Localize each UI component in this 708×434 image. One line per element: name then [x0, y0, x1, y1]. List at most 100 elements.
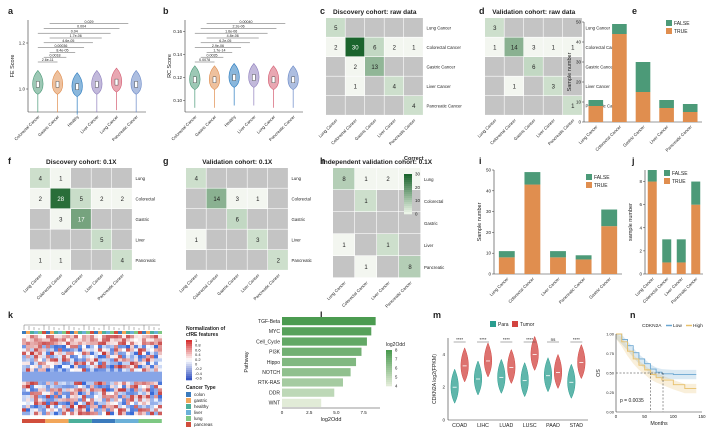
annotation-cell	[98, 331, 102, 334]
heatmap-cell	[42, 395, 46, 399]
heatmap-cell	[112, 250, 132, 270]
heatmap-cell	[158, 401, 162, 406]
heatmap-cell	[158, 405, 162, 409]
heatmap-cell	[138, 338, 142, 342]
heatmap-cell	[42, 368, 46, 372]
heatmap-cell	[134, 348, 138, 352]
heatmap-cell	[118, 341, 122, 346]
heatmap-cell	[110, 355, 114, 359]
heatmap-cell	[110, 385, 114, 389]
heatmap-cell	[90, 368, 94, 372]
x-tick-label: Pancreatic Cancer	[558, 276, 587, 305]
heatmap-value: 1	[59, 176, 63, 182]
heatmap-cell	[66, 405, 70, 409]
heatmap-cell	[150, 398, 154, 402]
heatmap-cell	[66, 375, 70, 379]
heatmap-cell	[150, 381, 154, 386]
heatmap-cell	[326, 96, 345, 115]
heatmap-row-label: Liver Cancer	[427, 84, 452, 89]
y-tick-label: 0	[639, 272, 642, 277]
scale-step	[186, 348, 192, 351]
heatmap-cell	[118, 355, 122, 359]
heatmap-value: 1	[493, 45, 497, 51]
x-tick-label: Gastric Cancer	[622, 124, 646, 148]
heatmap-value: 8	[408, 265, 412, 271]
legend-label: FALSE	[594, 175, 610, 181]
x-axis-title: log2Odd	[321, 417, 342, 423]
heatmap-row-label: Liver	[136, 238, 146, 243]
heatmap-cell	[46, 361, 50, 366]
x-tick-label: Colorectal Cancer	[594, 124, 622, 152]
annotation-swatch	[186, 404, 191, 409]
heatmap-cell	[86, 385, 90, 389]
heatmap-cell	[118, 378, 122, 382]
heatmap-cell	[50, 411, 54, 416]
x-tick-label: Lung Cancer	[99, 114, 120, 135]
heatmap-value: 8	[342, 177, 346, 183]
scale-step	[186, 368, 192, 371]
heatmap-cell	[130, 401, 134, 406]
heatmap-cell	[38, 385, 42, 389]
heatmap-cell	[50, 335, 54, 339]
heatmap-cell	[98, 338, 102, 342]
heatmap-cell	[504, 96, 524, 115]
heatmap-cell	[126, 378, 130, 382]
heatmap-cell	[50, 368, 54, 372]
violin-box	[291, 76, 295, 84]
heatmap-value: 1	[552, 45, 556, 51]
heatmap-cell	[74, 341, 78, 346]
heatmap-cell	[158, 388, 162, 392]
violin-box	[252, 74, 256, 81]
heatmap-value: 1	[364, 177, 368, 183]
colorbar-step	[404, 174, 412, 177]
colorbar-step	[404, 202, 412, 205]
heatmap-cell	[154, 408, 158, 412]
heatmap-cell	[46, 395, 50, 399]
heatmap-cell	[54, 335, 58, 339]
heatmap-cell	[70, 355, 74, 359]
heatmap-cell	[563, 57, 582, 76]
heatmap-cell	[46, 348, 50, 352]
heatmap-cell	[154, 395, 158, 399]
heatmap-cell	[50, 351, 54, 356]
heatmap-cell	[126, 411, 130, 416]
annotation-cell	[94, 331, 98, 334]
heatmap-cell	[326, 37, 345, 57]
heatmap-cell	[26, 408, 30, 412]
bar-false	[691, 181, 701, 205]
heatmap-cell	[66, 358, 70, 362]
heatmap-cell	[66, 401, 70, 406]
heatmap-cell	[82, 408, 86, 412]
x-tick-label: Colorectal Cancer	[13, 114, 41, 142]
heatmap-cell	[50, 395, 54, 399]
heatmap-cell	[154, 385, 158, 389]
violin-shape	[507, 348, 516, 385]
annotation-cell	[50, 331, 54, 334]
heatmap-cell	[78, 335, 82, 339]
colorbar-step	[404, 188, 412, 191]
heatmap-cell	[110, 411, 114, 416]
scale-tick: 0.8	[195, 343, 201, 348]
heatmap-cell	[90, 398, 94, 402]
heatmap-cell	[110, 365, 114, 369]
heatmap-cell	[142, 345, 146, 349]
heatmap-cell	[268, 229, 288, 250]
heatmap-cell	[150, 405, 154, 409]
heatmap-cell	[150, 371, 154, 376]
bar-false	[601, 209, 618, 227]
heatmap-cell	[58, 345, 62, 349]
bar-true	[662, 262, 672, 274]
heatmap-cell	[94, 348, 98, 352]
heatmap-cell	[38, 391, 42, 396]
legend-swatch-true	[666, 28, 672, 34]
heatmap-cell	[326, 76, 345, 96]
heatmap-cell	[126, 351, 130, 356]
heatmap-value: 2	[121, 197, 125, 203]
colorbar-step	[386, 378, 392, 381]
y-tick-label: 1.0	[19, 87, 26, 92]
bar-true	[612, 34, 627, 122]
heatmap-cell	[94, 335, 98, 339]
heatmap-cell	[154, 358, 158, 362]
heatmap-cell	[138, 378, 142, 382]
